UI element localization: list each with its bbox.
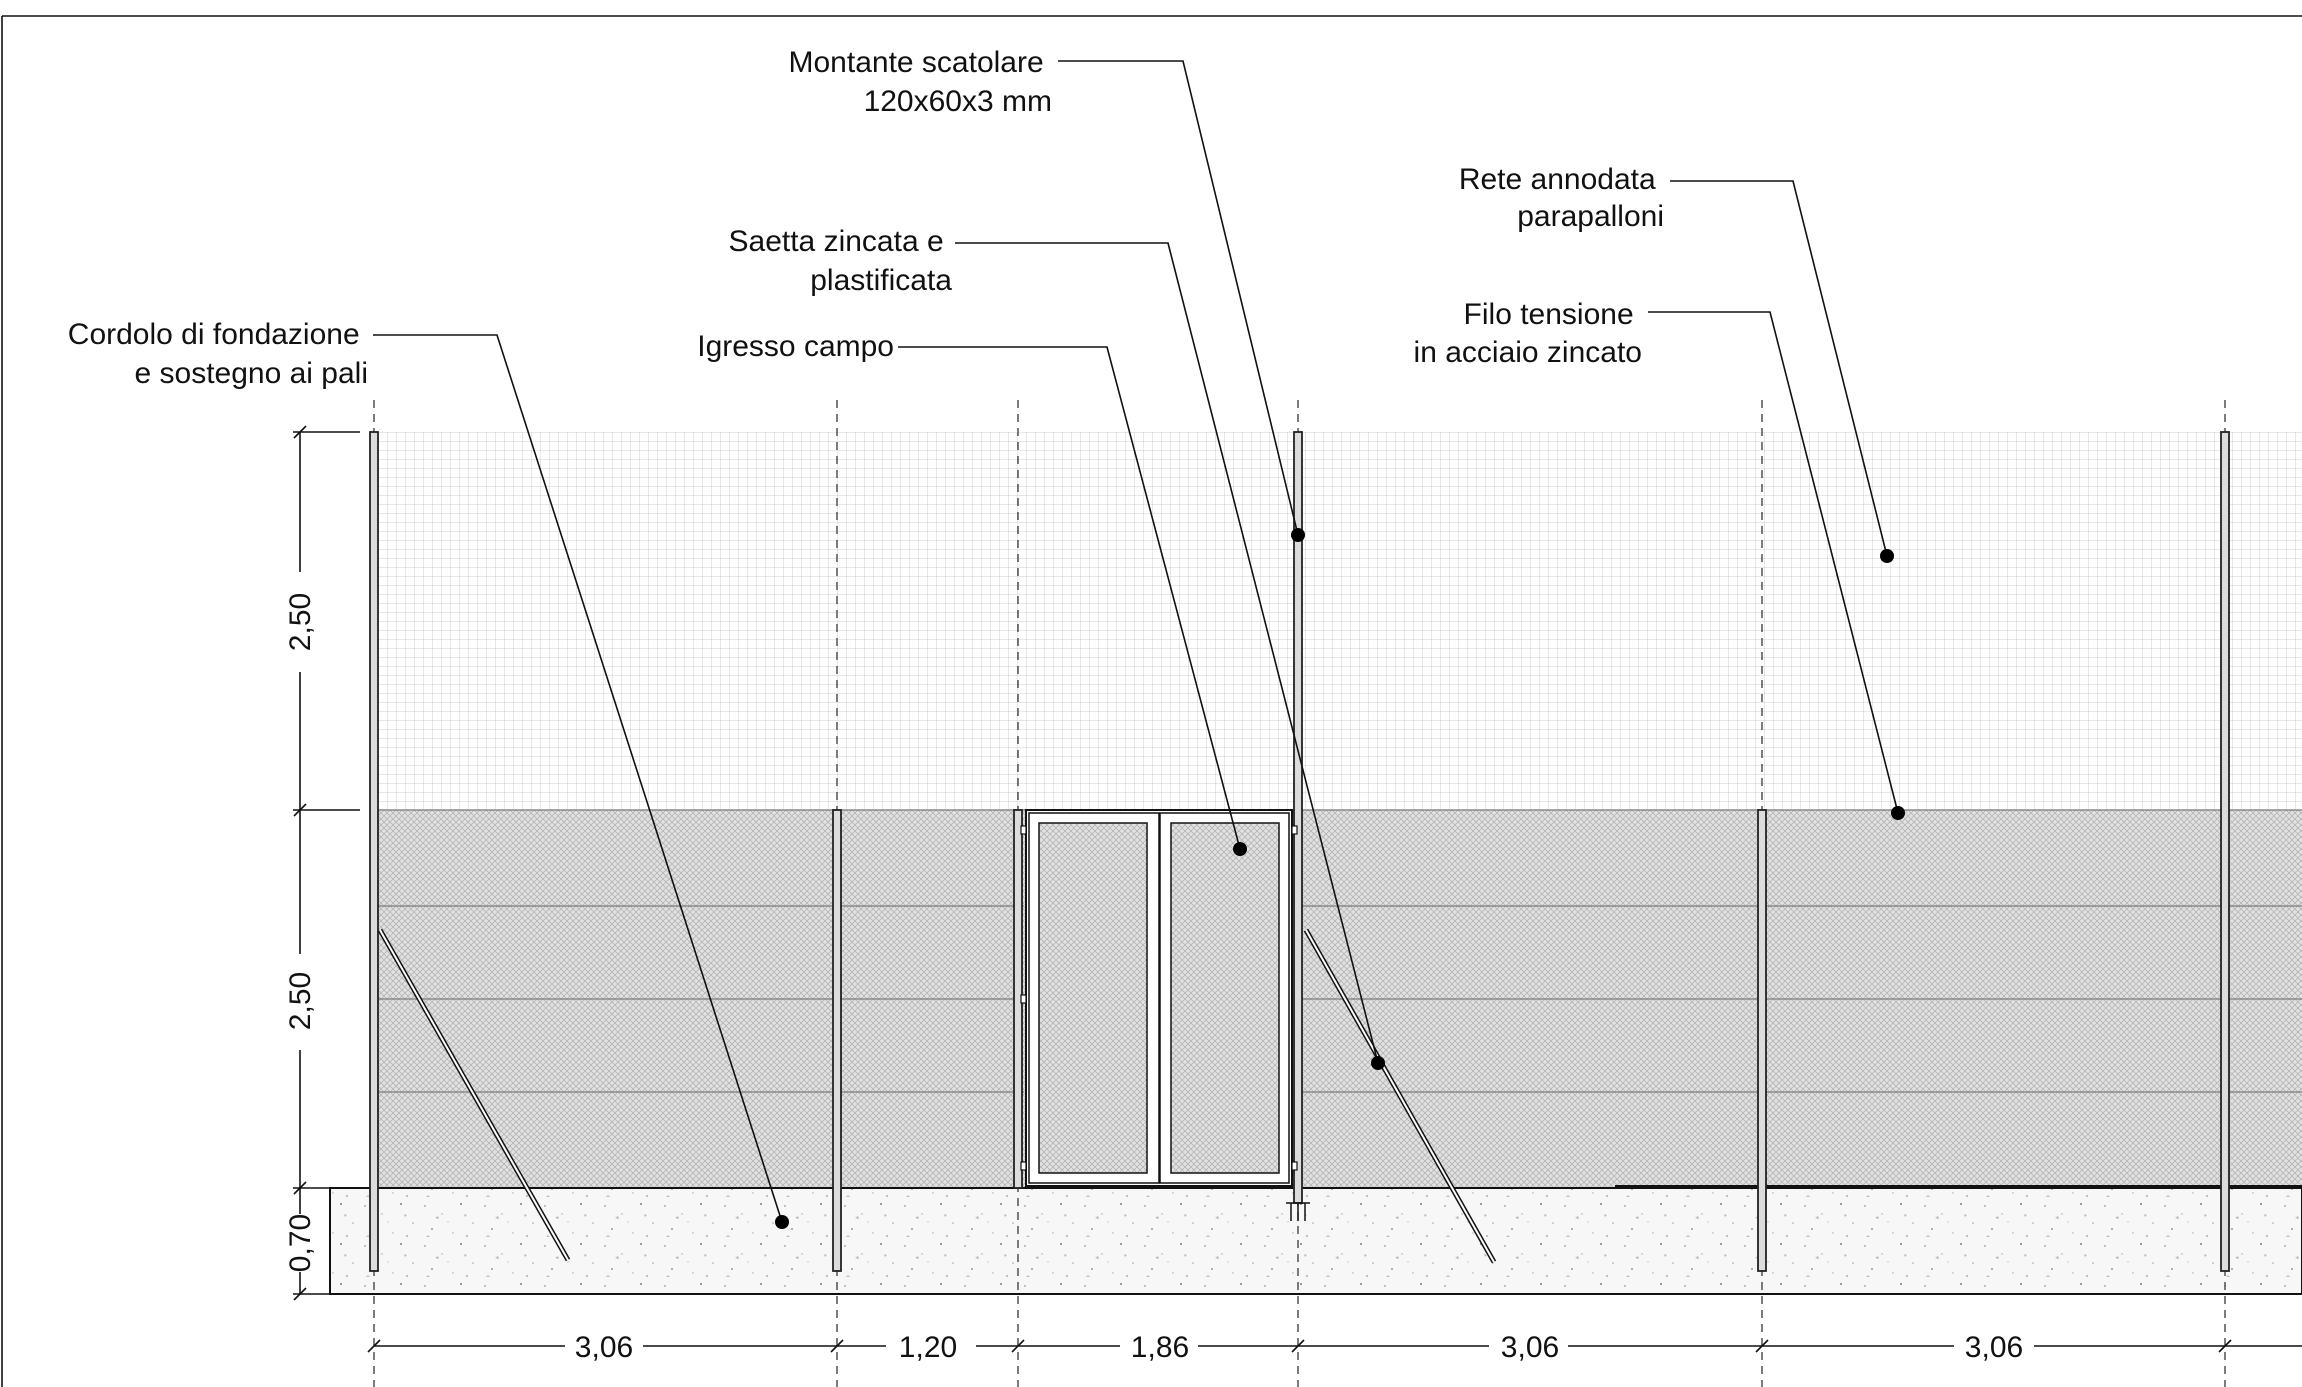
label-cordolo: Cordolo di fondazione e sostegno ai pali: [68, 318, 368, 390]
label-filo: Filo tensione in acciaio zincato: [1414, 298, 1642, 369]
diagonal-struts: [377, 928, 1497, 1264]
upper-ball-net: [373, 432, 2302, 810]
dim-horizontal-4: 3,06: [1501, 1331, 1559, 1364]
dim-vertical-2: 2,50: [284, 972, 317, 1030]
post-4-base-plate: [1286, 1202, 1310, 1221]
dim-vertical-1: 2,50: [284, 593, 317, 651]
fence-posts: [369, 431, 2230, 1272]
label-rete: Rete annodata parapalloni: [1459, 163, 1664, 233]
post-2: [832, 809, 842, 1272]
horizontal-dimension-chain: [367, 1339, 2302, 1353]
post-6: [2220, 431, 2230, 1272]
leader-dots: [775, 528, 1905, 1229]
dim-horizontal-3: 1,86: [1131, 1331, 1189, 1364]
dim-vertical-3: 0,70: [284, 1214, 317, 1272]
post-4-montante: [1293, 431, 1303, 1204]
post-1: [369, 431, 379, 1272]
drawing-frame: [1, 15, 2302, 1387]
dim-horizontal-5: 3,06: [1965, 1331, 2023, 1364]
label-saetta: Saetta zincata e plastificata: [729, 225, 953, 297]
foundation-curb: [329, 1187, 2302, 1295]
tension-wires: [373, 809, 2302, 1093]
dim-horizontal-1: 3,06: [575, 1331, 633, 1364]
dim-horizontal-2: 1,20: [899, 1331, 957, 1364]
post-5: [1757, 809, 1767, 1272]
label-ingresso: Igresso campo: [697, 330, 894, 363]
vertical-dimension-chain: [293, 425, 360, 1301]
leader-lines: [373, 60, 1899, 1223]
label-montante: Montante scatolare 120x60x3 mm: [789, 46, 1053, 118]
field-entrance-gate: [1020, 809, 1298, 1187]
